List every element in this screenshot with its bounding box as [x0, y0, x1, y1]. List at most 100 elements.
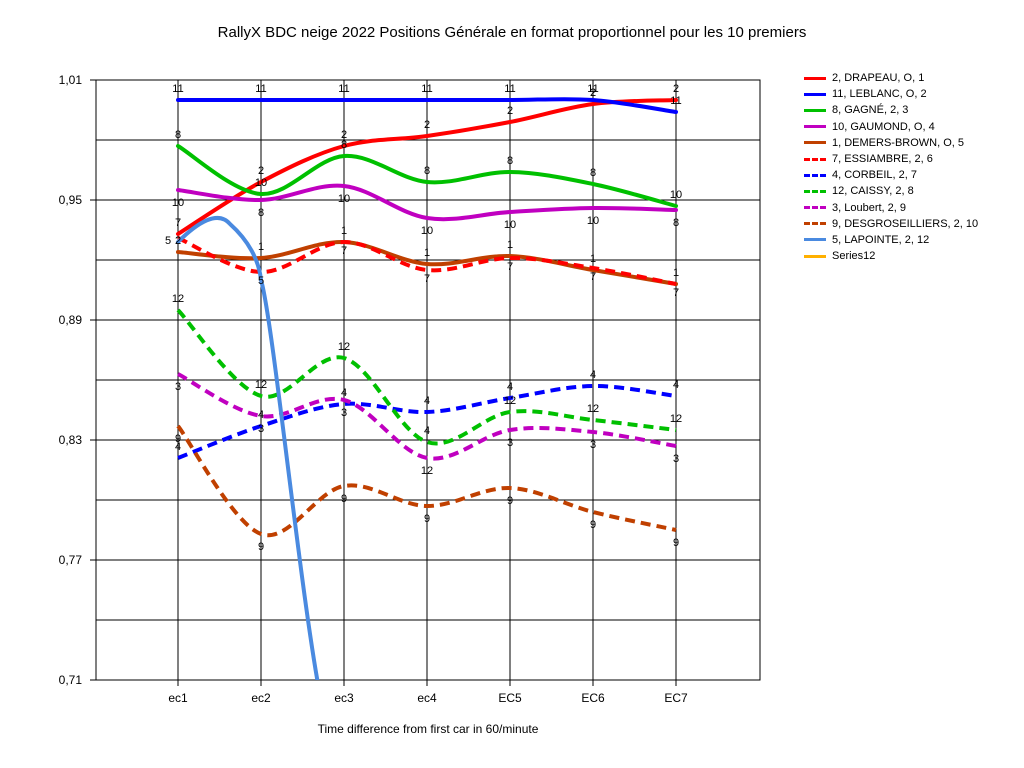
legend-swatch [804, 76, 826, 80]
legend-swatch [804, 206, 826, 210]
data-label: 8 [341, 139, 347, 151]
chart-title: RallyX BDC neige 2022 Positions Générale… [217, 24, 807, 41]
data-label: 11 [338, 83, 349, 95]
series-line-8 [176, 308, 677, 446]
data-label: 3 [258, 423, 264, 435]
y-tick-label: 0,77 [59, 553, 83, 567]
legend-label: 4, CORBEIL, 2, 7 [832, 169, 917, 182]
data-label: 12 [172, 293, 184, 305]
data-label: 9 [341, 493, 347, 505]
data-label: 11 [587, 83, 598, 95]
series-line-9 [177, 372, 677, 461]
data-label: 8 [424, 165, 430, 177]
series-line-4 [176, 183, 678, 222]
chart-legend: 2, DRAPEAU, O, 1 11, LEBLANC, O, 2 8, GAGN… [804, 70, 978, 264]
data-label: 8 [507, 155, 513, 167]
data-label: 11 [670, 95, 681, 107]
legend-item: 3, Loubert, 2, 9 [804, 200, 978, 216]
data-label: 7 [673, 287, 679, 299]
data-label: 3 [175, 381, 181, 393]
data-label: 11 [504, 83, 515, 95]
data-label: 4 [424, 425, 430, 437]
legend-swatch [804, 125, 826, 129]
legend-swatch [804, 157, 826, 161]
data-label: 7 [507, 261, 513, 273]
data-label: 10 [338, 193, 350, 205]
data-label: 7 [424, 273, 430, 285]
data-label: 3 [341, 407, 347, 419]
data-label: 8 [590, 167, 596, 179]
y-tick-label: 0,89 [59, 313, 83, 327]
series-line-7 [177, 383, 677, 460]
data-label: 5 [165, 235, 171, 247]
data-label: 10 [255, 177, 267, 189]
data-label: 11 [172, 83, 183, 95]
legend-label: 2, DRAPEAU, O, 1 [832, 72, 925, 85]
legend-swatch [804, 254, 826, 258]
legend-label: 11, LEBLANC, O, 2 [832, 88, 927, 101]
y-tick-label: 0,71 [59, 673, 83, 687]
legend-item: 10, GAUMOND, O, 4 [804, 119, 978, 135]
legend-swatch [804, 141, 826, 145]
legend-label: 9, DESGROSEILLIERS, 2, 10 [832, 217, 979, 230]
x-tick-label: ec1 [168, 691, 188, 705]
legend-label: Series12 [832, 250, 876, 263]
legend-item: 9, DESGROSEILLIERS, 2, 10 [804, 216, 978, 232]
x-tick-label: EC5 [498, 691, 522, 705]
data-label: 8 [258, 207, 264, 219]
data-label: 11 [421, 83, 432, 95]
y-tick-label: 1,01 [59, 73, 83, 87]
legend-item: 1, DEMERS-BROWN, O, 5 [804, 135, 978, 151]
x-tick-label: EC7 [664, 691, 688, 705]
data-label: 4 [175, 441, 181, 453]
legend-label: 3, Loubert, 2, 9 [832, 201, 906, 214]
legend-label: 7, ESSIAMBRE, 2, 6 [832, 153, 933, 166]
data-label: 10 [172, 197, 184, 209]
legend-swatch [804, 108, 826, 112]
legend-label: 5, LAPOINTE, 2, 12 [832, 233, 930, 246]
data-label: 1 [424, 247, 430, 259]
legend-item: 12, CAISSY, 2, 8 [804, 183, 978, 199]
data-label: 4 [424, 395, 430, 407]
data-label: 1 [507, 239, 513, 251]
legend-swatch [804, 173, 826, 177]
y-tick-label: 0,95 [59, 193, 83, 207]
data-label: 12 [338, 341, 350, 353]
legend-swatch [804, 238, 826, 242]
data-label: 2 [258, 165, 264, 177]
x-tick-label: ec3 [334, 691, 354, 705]
data-label: 2 [673, 83, 679, 95]
x-axis-title: Time difference from first car in 60/min… [317, 722, 539, 736]
data-label: 4 [590, 369, 596, 381]
legend-label: 12, CAISSY, 2, 8 [832, 185, 914, 198]
legend-item: 4, CORBEIL, 2, 7 [804, 167, 978, 183]
data-label: 1 [590, 253, 596, 265]
data-label: 8 [673, 217, 679, 229]
legend-label: 8, GAGNÉ, 2, 3 [832, 104, 909, 117]
data-label: 2 [424, 119, 430, 131]
series-line-3 [176, 144, 678, 208]
series-line-6 [177, 236, 677, 286]
data-label: 9 [673, 537, 679, 549]
data-label: 7 [341, 245, 347, 257]
data-label: 7 [175, 217, 181, 229]
series-line-10 [176, 424, 677, 538]
legend-item: 7, ESSIAMBRE, 2, 6 [804, 151, 978, 167]
x-tick-label: EC6 [581, 691, 605, 705]
data-label: 12 [421, 465, 433, 477]
data-label: 3 [673, 453, 679, 465]
data-label: 3 [590, 439, 596, 451]
series-layer [176, 97, 678, 680]
data-label: 4 [341, 387, 347, 399]
data-label: 1 [258, 241, 264, 253]
data-label: 9 [258, 541, 264, 553]
data-label: 4 [507, 381, 513, 393]
data-label: 4 [673, 379, 679, 391]
legend-item: 2, DRAPEAU, O, 1 [804, 70, 978, 86]
data-label: 8 [175, 129, 181, 141]
legend-item: 8, GAGNÉ, 2, 3 [804, 102, 978, 118]
data-label: 12 [670, 413, 682, 425]
legend-swatch [804, 92, 826, 96]
x-tick-label: ec4 [417, 691, 437, 705]
